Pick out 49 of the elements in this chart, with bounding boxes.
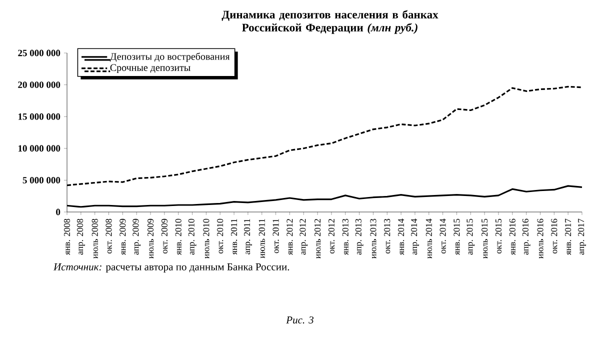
x-tick-label: июль 2008: [92, 218, 98, 259]
x-tick-label: июль 2011: [258, 219, 265, 258]
x-tick-label: янв. 2012: [286, 219, 293, 255]
text: Рис. 3: [286, 316, 314, 324]
legend-label: Депозиты до востребования: [110, 52, 230, 62]
x-tick-label: янв. 2013: [342, 218, 348, 255]
x-tick-label: окт. 2011: [272, 219, 279, 254]
x-tick-label: июль 2013: [370, 218, 376, 259]
x-tick-label: апр. 2012: [300, 219, 308, 255]
y-tick-label: 5 000 000: [22, 176, 60, 184]
x-tick-label: июль 2012: [314, 219, 321, 259]
x-tick-label: июль 2014: [426, 218, 432, 259]
x-tick-label: апр. 2008: [76, 218, 85, 255]
y-tick-label: 25 000 000: [18, 50, 60, 56]
x-tick-label: янв. 2008: [64, 218, 70, 255]
y-tick-label: 10 000 000: [18, 145, 60, 152]
x-tick-label: апр. 2016: [522, 218, 530, 255]
x-tick-label: янв. 2010: [175, 218, 182, 255]
x-tick-label: янв. 2014: [398, 218, 404, 255]
x-tick-label: окт. 2013: [384, 218, 390, 254]
x-tick-label: окт. 2008: [106, 218, 112, 254]
y-tick-label: 20 000 000: [18, 82, 60, 88]
x-tick-label: янв. 2015: [454, 218, 460, 255]
x-tick-label: окт. 2014: [440, 218, 446, 254]
x-tick-label: янв. 2009: [120, 218, 126, 255]
x-tick-label: апр. 2011: [244, 219, 252, 254]
x-tick-label: окт. 2012: [328, 219, 335, 254]
x-tick-label: июль 2015: [482, 218, 488, 259]
x-tick-label: окт. 2015: [495, 218, 502, 254]
x-tick-label: окт. 2010: [217, 218, 224, 254]
legend-label: Срочные депозиты: [110, 64, 190, 74]
y-tick-label: 0: [56, 208, 60, 216]
y-tick-label: 15 000 000: [18, 113, 60, 120]
x-tick-label: апр. 2009: [132, 218, 141, 255]
x-tick-label: апр. 2015: [466, 218, 475, 255]
x-tick-label: апр. 2017: [578, 218, 586, 255]
x-tick-label: апр. 2013: [355, 218, 364, 255]
x-tick-label: апр. 2010: [188, 218, 196, 255]
x-tick-label: июль 2016: [537, 218, 544, 259]
text: Источник: расчеты автора по данным Банка России.: [53, 263, 290, 273]
x-tick-label: янв. 2017: [565, 218, 572, 255]
x-tick-label: июль 2010: [203, 218, 210, 259]
x-tick-label: янв. 2016: [509, 218, 516, 255]
x-tick-label: янв. 2011: [230, 219, 238, 255]
x-tick-label: окт. 2016: [551, 218, 558, 254]
x-tick-label: окт. 2009: [161, 218, 168, 254]
chart-title: Динамика депозитов населения в банках Российской Федерации (млн руб.): [222, 10, 438, 34]
x-tick-label: апр. 2014: [411, 218, 419, 255]
x-tick-label: июль 2009: [147, 218, 154, 259]
